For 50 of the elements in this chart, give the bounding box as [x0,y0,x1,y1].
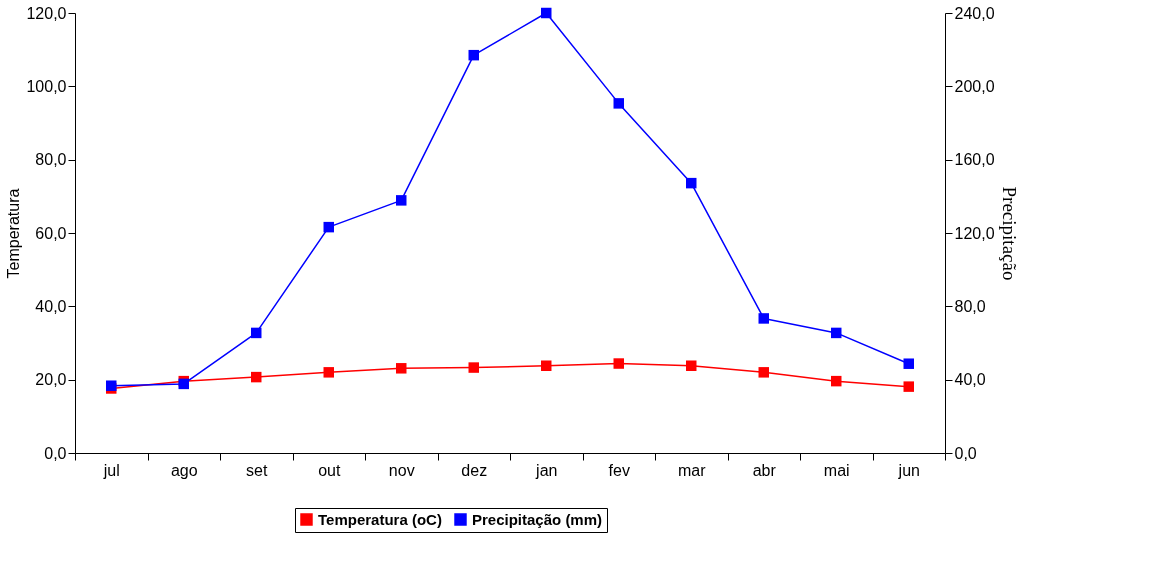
y-tick-label: 40,0 [35,297,67,315]
point [541,360,552,371]
point [468,49,479,61]
x-tick-label: ago [170,461,198,479]
y2-tick-label: 160,0 [954,151,995,169]
x-tick-label: fev [608,461,630,479]
point [903,381,914,392]
point [251,327,262,339]
point [323,221,334,233]
point [613,98,624,109]
y-tick-label: 100,0 [26,77,67,95]
y-axis-title: Temperatura [5,188,23,279]
y2-tick-label: 80,0 [954,297,986,315]
point [396,363,407,374]
x-tick-label: out [318,461,341,479]
y-tick-label: 120,0 [26,4,67,22]
y-tick-label: 80,0 [35,151,67,169]
y-tick-label: 60,0 [35,224,67,242]
point [903,358,914,369]
legend-label: Temperatura (oC) [318,510,442,528]
y-tick-label: 0,0 [44,444,67,462]
x-tick-label: jun [897,461,920,479]
y2-tick-label: 40,0 [954,371,986,389]
x-tick-label: jul [102,461,120,479]
point [541,7,552,19]
y2-tick-label: 0,0 [954,444,977,462]
y2-tick-label: 200,0 [954,77,995,95]
x-tick-label: nov [388,461,415,479]
point [758,367,769,378]
point [323,367,334,378]
point [686,360,697,371]
point [468,362,479,373]
legend-label: Precipitação (mm) [472,510,603,528]
y2-tick-label: 240,0 [954,4,995,22]
y-tick-label: 20,0 [35,371,67,389]
point [831,327,842,339]
point [251,371,262,383]
y2-axis-title: Precipitação [998,186,1020,281]
x-tick-label: mar [677,461,707,479]
point [396,195,407,206]
x-tick-label: abr [752,461,777,479]
x-tick-label: mai [823,461,850,479]
point [613,358,624,369]
x-tick-label: set [246,461,268,479]
point [686,177,697,189]
point [758,313,769,324]
x-tick-label: jan [535,461,558,479]
point [831,375,842,387]
y2-tick-label: 120,0 [954,224,995,242]
x-tick-label: dez [461,461,488,479]
